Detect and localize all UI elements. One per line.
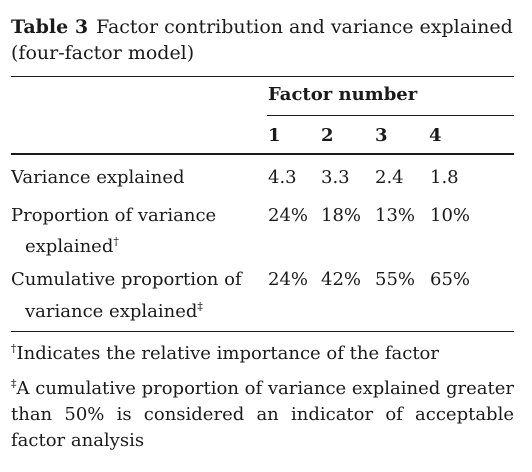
- column-header-4: 4: [429, 125, 442, 146]
- row-label-line2: variance explained: [25, 301, 198, 322]
- row-label: Cumulative proportion of: [11, 269, 242, 290]
- row-label: Variance explained: [11, 167, 185, 188]
- column-header-1: 1: [268, 125, 281, 146]
- table-label: Table 3: [11, 16, 89, 38]
- table-cell: 13%: [375, 205, 416, 226]
- table-cell: 55%: [375, 269, 416, 290]
- row-label: Proportion of variance: [11, 205, 217, 226]
- header-bottom-rule: [11, 153, 514, 155]
- table-caption: Table 3 Factor contribution and variance …: [11, 14, 517, 66]
- table-cell: 24%: [268, 205, 309, 226]
- footnote-double-dagger: ‡A cumulative proportion of variance exp…: [11, 376, 514, 454]
- bottom-rule: [11, 331, 514, 332]
- table-cell: 3.3: [321, 167, 350, 188]
- table-cell: 1.8: [430, 167, 459, 188]
- factor-number-header: Factor number: [268, 84, 418, 105]
- table-cell: 4.3: [268, 167, 297, 188]
- table-cell: 18%: [321, 205, 362, 226]
- table-cell: 42%: [321, 269, 362, 290]
- footnote-text: Indicates the relative importance of the…: [16, 343, 440, 364]
- table-title: Factor contribution and variance explain…: [11, 16, 513, 64]
- footnote-marker: †: [11, 342, 17, 355]
- table-cell: 65%: [430, 269, 471, 290]
- column-header-3: 3: [375, 125, 388, 146]
- row-label-continuation: variance explained‡: [25, 301, 203, 323]
- top-rule: [11, 76, 514, 77]
- row-label-continuation: explained†: [25, 236, 119, 258]
- row-label-line2: explained: [25, 236, 114, 257]
- table-cell: 2.4: [375, 167, 404, 188]
- table-cell: 24%: [268, 269, 309, 290]
- footnote-text: A cumulative proportion of variance expl…: [11, 378, 514, 451]
- footnote-dagger: †Indicates the relative importance of th…: [11, 341, 514, 367]
- dagger-marker: †: [113, 235, 119, 248]
- table-cell: 10%: [430, 205, 471, 226]
- column-header-2: 2: [321, 125, 334, 146]
- double-dagger-marker: ‡: [197, 300, 203, 313]
- factor-header-rule: [267, 115, 514, 116]
- footnote-marker: ‡: [11, 377, 17, 390]
